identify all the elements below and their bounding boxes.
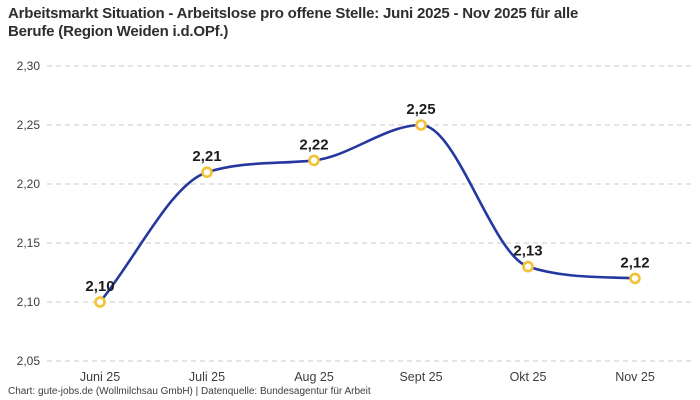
data-point-value-label: 2,10: [85, 278, 114, 295]
data-point-value-label: 2,22: [299, 136, 328, 153]
data-point-marker-Nov 25: [629, 272, 641, 285]
y-axis-tick-label: 2,15: [17, 236, 41, 250]
y-axis-tick-label: 2,30: [17, 59, 41, 73]
x-axis-tick-label: Aug 25: [294, 370, 334, 384]
y-axis-tick-label: 2,10: [17, 295, 41, 309]
x-axis-tick-label: Sept 25: [399, 370, 442, 384]
data-series-line: [98, 123, 637, 304]
x-axis-tick-label: Okt 25: [510, 370, 547, 384]
y-axis-tick-label: 2,25: [17, 118, 41, 132]
data-point-marker-Juli 25: [201, 166, 213, 178]
data-point-marker-Okt 25: [522, 260, 534, 273]
chart-title-line-2: Berufe (Region Weiden i.d.OPf.): [8, 23, 229, 40]
x-axis-tick-label: Nov 25: [615, 370, 655, 384]
data-point-value-label: 2,21: [192, 148, 221, 165]
y-axis-tick-label: 2,05: [17, 354, 41, 368]
chart-title: Arbeitsmarkt Situation - Arbeitslose pro…: [8, 5, 692, 41]
chart-title-line-1: Arbeitsmarkt Situation - Arbeitslose pro…: [8, 5, 579, 22]
chart-attribution: Chart: gute-jobs.de (Wollmilchsau GmbH) …: [8, 386, 371, 397]
data-point-value-label: 2,12: [620, 254, 649, 271]
data-point-marker-Juni 25: [94, 296, 106, 308]
data-point-marker-Sept 25: [415, 119, 427, 131]
y-axis-tick-label: 2,20: [17, 177, 41, 191]
x-axis-tick-label: Juli 25: [189, 370, 225, 384]
x-axis-tick-label: Juni 25: [80, 370, 120, 384]
data-point-marker-Aug 25: [308, 154, 320, 167]
data-point-value-label: 2,13: [513, 243, 542, 260]
data-point-value-label: 2,25: [406, 101, 435, 118]
